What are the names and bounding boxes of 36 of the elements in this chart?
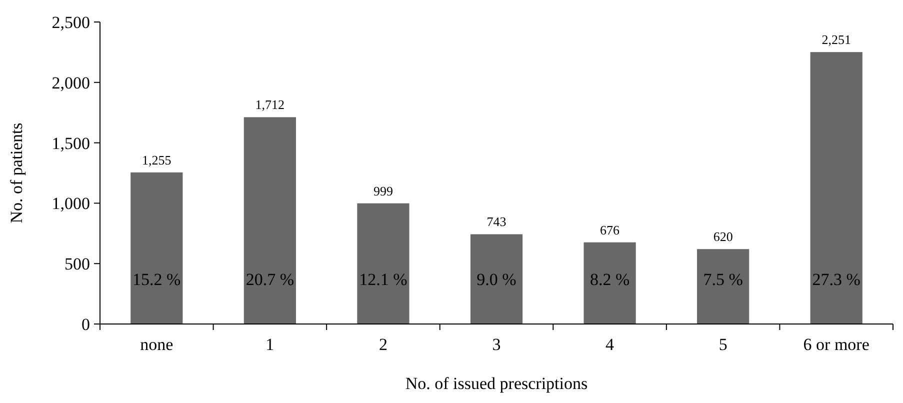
x-axis-title: No. of issued prescriptions	[405, 374, 588, 393]
annotation: 12.1 %	[359, 270, 408, 289]
y-tick-label: 0	[82, 314, 90, 334]
data-label: 999	[373, 183, 393, 198]
annotation: 27.3 %	[812, 270, 860, 289]
x-tick-label: 6 or more	[803, 335, 870, 354]
annotation: 15.2 %	[132, 270, 181, 289]
annotation: 8.2 %	[590, 270, 630, 289]
y-tick-label: 2,500	[52, 12, 90, 32]
bar	[470, 234, 523, 324]
data-label: 620	[713, 229, 733, 244]
data-label: 1,712	[255, 97, 285, 112]
y-tick-label: 1,500	[52, 134, 90, 153]
x-tick-label: 4	[606, 335, 615, 354]
x-tick-label: none	[140, 335, 174, 354]
data-label: 1,255	[142, 152, 172, 168]
y-axis-title: No. of patients	[7, 122, 26, 224]
data-label: 2,251	[822, 32, 851, 48]
annotation: 9.0 %	[476, 270, 516, 289]
bar	[584, 242, 636, 324]
data-label: 676	[600, 222, 620, 238]
annotation: 7.5 %	[703, 270, 743, 289]
y-tick-label: 2,000	[52, 73, 90, 92]
y-tick-label: 500	[64, 254, 90, 274]
bar	[130, 172, 183, 324]
x-tick-label: 5	[718, 335, 728, 354]
bar	[357, 203, 410, 324]
x-tick-label: 2	[378, 335, 388, 354]
data-label: 743	[486, 214, 506, 230]
bar	[697, 249, 750, 324]
bar	[810, 52, 862, 324]
annotation: 20.7 %	[246, 270, 294, 289]
y-tick-label: 1,000	[52, 194, 90, 214]
x-tick-label: 1	[266, 335, 274, 354]
x-tick-label: 3	[492, 335, 501, 354]
bar	[244, 117, 296, 324]
